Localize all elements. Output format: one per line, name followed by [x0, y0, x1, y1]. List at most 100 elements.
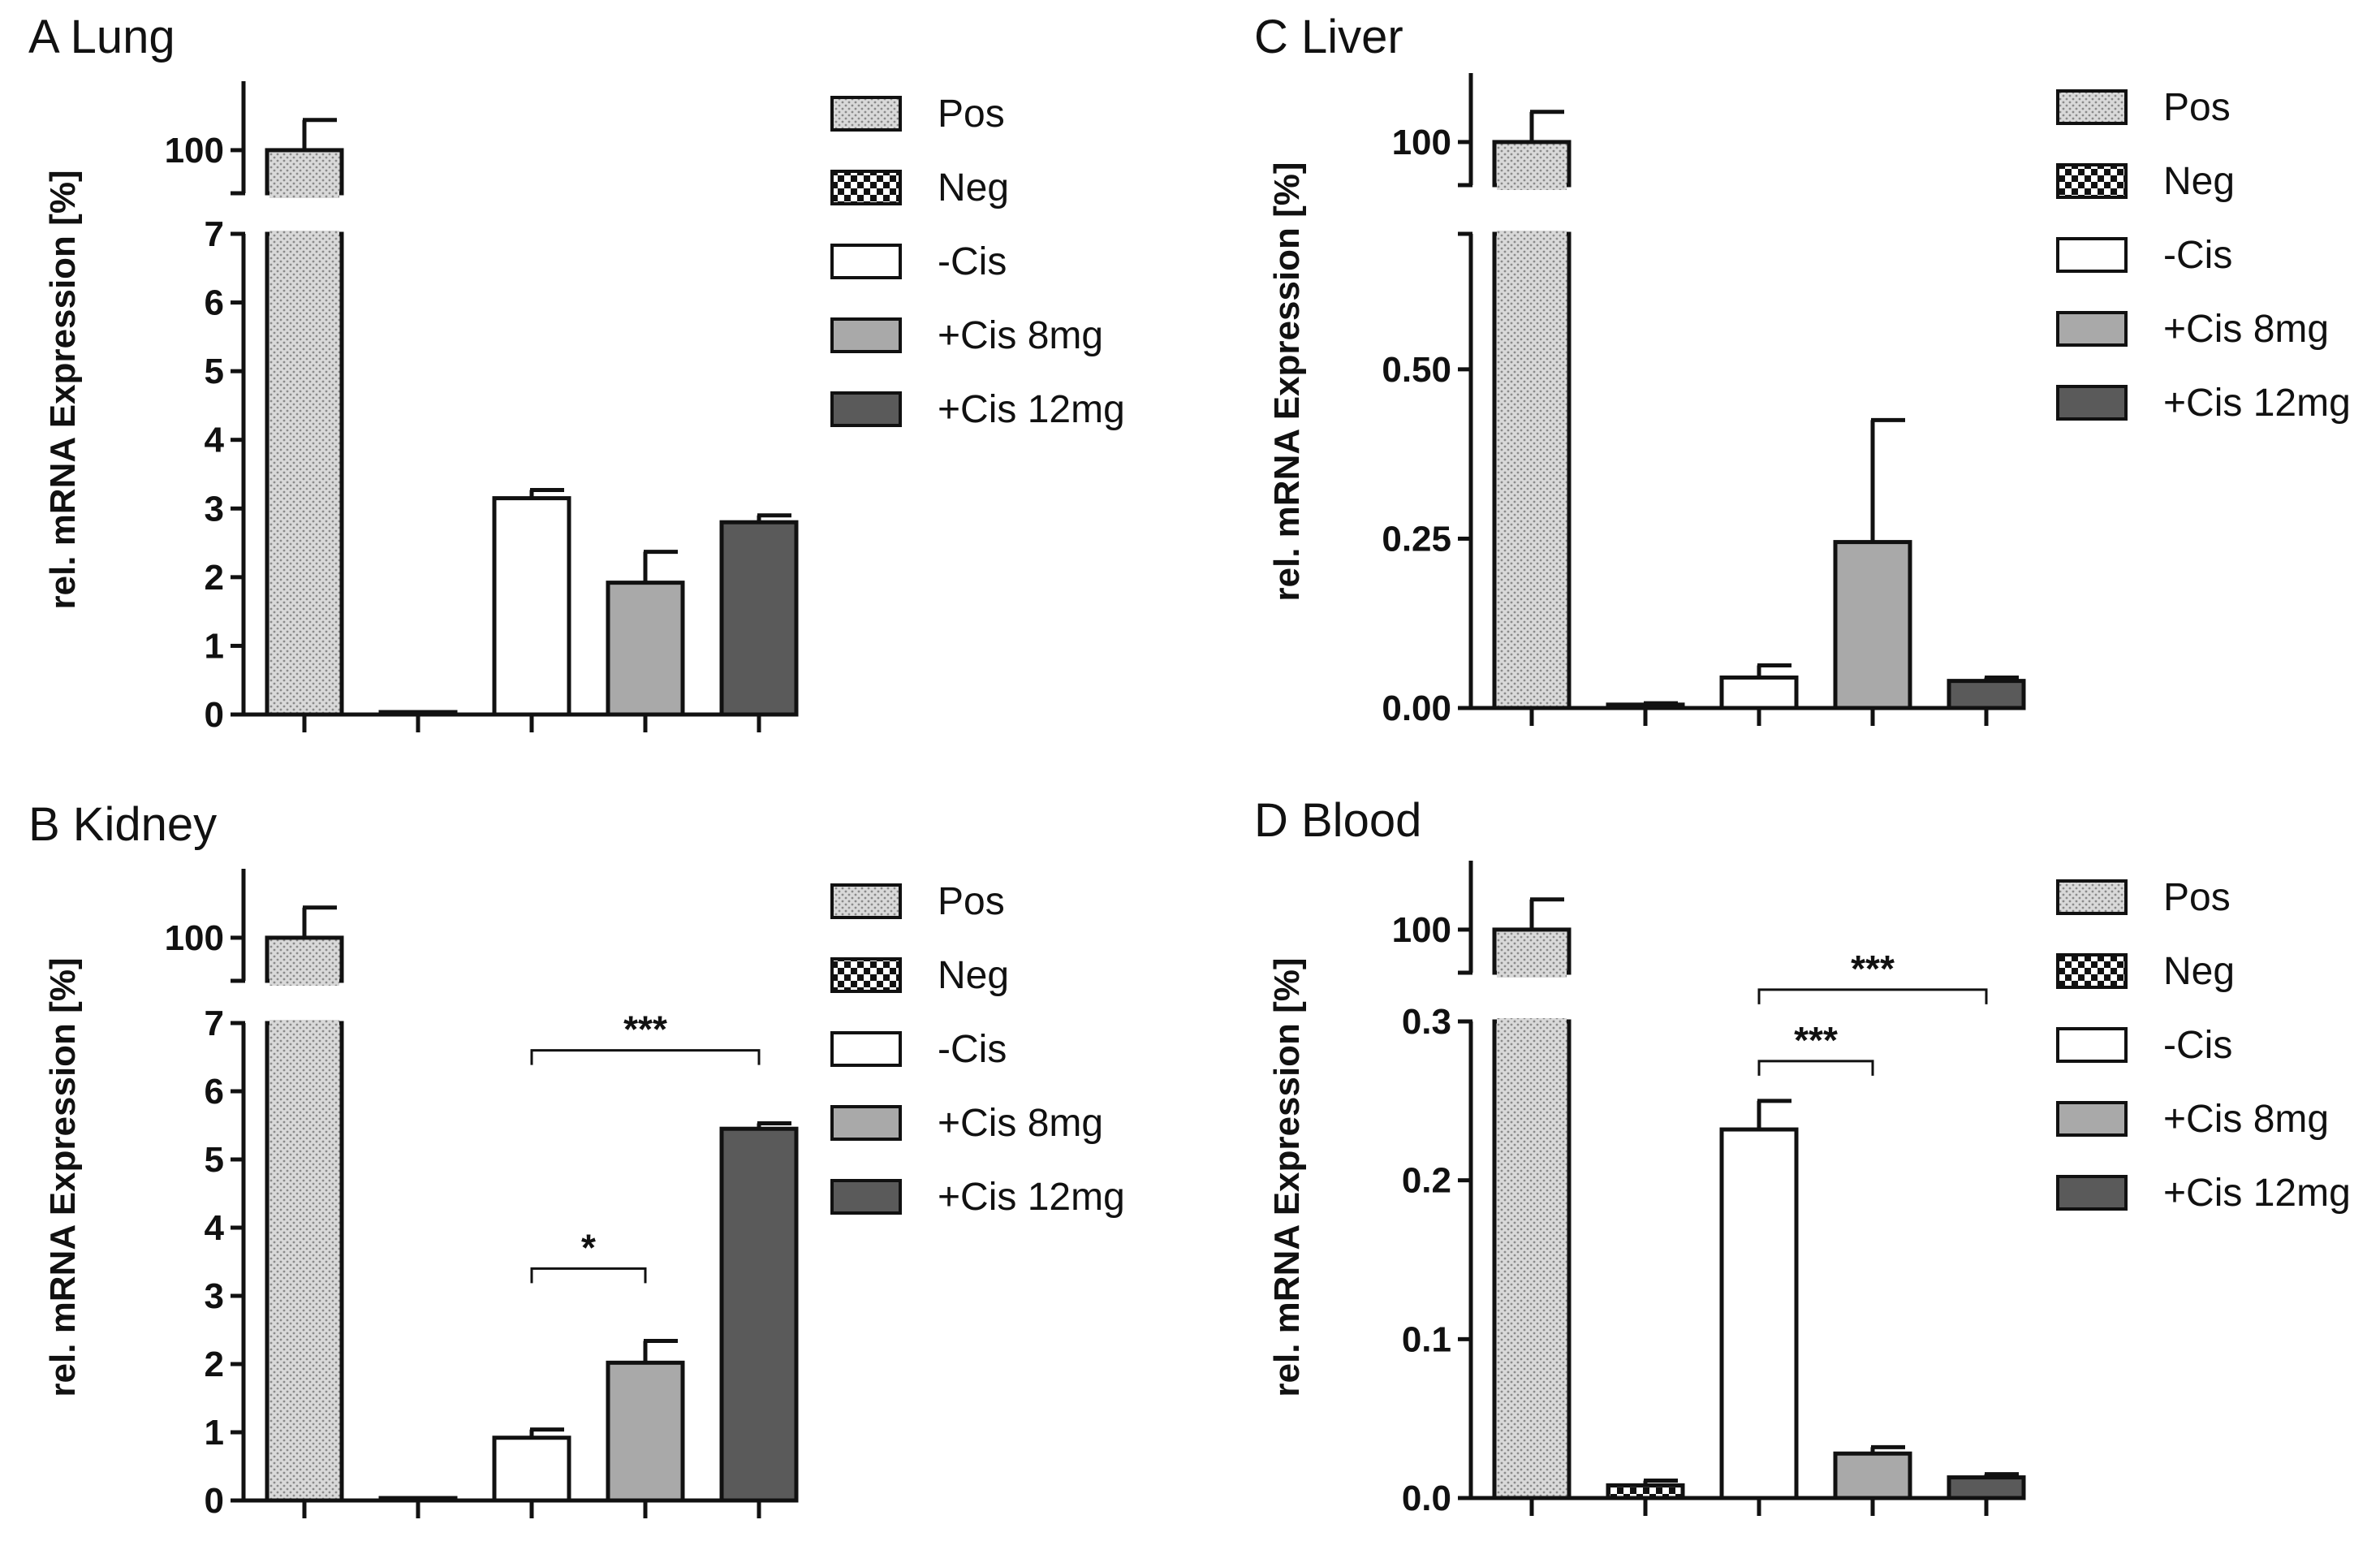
significance-label: * [581, 1226, 596, 1268]
legend-swatch [2058, 955, 2126, 987]
bar-neg [381, 712, 455, 715]
legend-label: Neg [938, 954, 1009, 997]
y-tick-label: 7 [205, 214, 224, 254]
significance-label: *** [1794, 1019, 1838, 1061]
y-tick-label: 7 [205, 1004, 224, 1043]
significance-bracket [1759, 1061, 1873, 1076]
bar-pos-upper [267, 938, 342, 981]
bar-break-gap [1497, 1018, 1567, 1026]
legend-swatch [2058, 1029, 2126, 1061]
y-axis-label: rel. mRNA Expression [%] [43, 170, 83, 609]
bar--cis-12mg [1949, 681, 2024, 708]
legend: Pos Neg -Cis +Cis 8mg +Cis 12mg [2058, 876, 2351, 1215]
y-tick-label: 0.2 [1402, 1161, 1451, 1201]
legend-swatch [832, 885, 900, 917]
y-axis-label: rel. mRNA Expression [%] [1267, 162, 1307, 601]
y-tick-label: 6 [205, 283, 224, 323]
legend-label: +Cis 8mg [938, 1102, 1103, 1145]
legend-label: -Cis [938, 1028, 1007, 1071]
chart-panel-d: D Blood rel. mRNA Expression [%] 100 0.0 0.1… [1254, 794, 2351, 1518]
y-tick-label: 2 [205, 1345, 224, 1384]
bar-pos-lower [267, 1023, 342, 1500]
legend-swatch [832, 959, 900, 991]
panel-title: B Kidney [28, 798, 217, 851]
legend-swatch [2058, 91, 2126, 123]
chart-panel-a: A Lung rel. mRNA Expression [%] 100 0 1 2 3 4 5 6… [28, 11, 1125, 735]
bar-pos-lower [1494, 234, 1569, 708]
legend-swatch [832, 1033, 900, 1065]
y-tick-label: 3 [205, 489, 224, 529]
legend-label: +Cis 12mg [938, 388, 1125, 431]
legend-label: Pos [2163, 876, 2231, 919]
legend-label: Neg [2163, 160, 2235, 203]
y-tick-label: 100 [1392, 123, 1451, 162]
y-tick-label: 100 [1392, 910, 1451, 950]
legend-swatch [2058, 165, 2126, 197]
chart-panel-c: C Liver rel. mRNA Expression [%] 100 0.00 0.… [1254, 11, 2351, 728]
legend-label: -Cis [938, 240, 1007, 283]
bar-break-gap [269, 1020, 339, 1028]
chart-panel-b: B Kidney rel. mRNA Expression [%] 100 0 1 2 3 4… [28, 798, 1125, 1521]
legend: Pos Neg -Cis +Cis 8mg +Cis 12mg [832, 880, 1125, 1219]
legend-label: Neg [2163, 950, 2235, 993]
y-tick-label: 0.50 [1382, 350, 1451, 390]
bar--cis [494, 1438, 569, 1500]
legend-swatch [2058, 881, 2126, 913]
figure-canvas: A Lungrel. mRNA Expression [%]1000123456… [0, 0, 2380, 1550]
significance-label: *** [1851, 948, 1895, 990]
bar-break-gap [269, 190, 339, 198]
bar-break-gap [1497, 969, 1567, 978]
y-tick-label: 3 [205, 1276, 224, 1316]
y-tick-label: 6 [205, 1072, 224, 1112]
legend-label: Pos [938, 93, 1005, 136]
y-tick-label: 0.0 [1402, 1479, 1451, 1518]
legend-swatch [2058, 386, 2126, 419]
legend-swatch [2058, 239, 2126, 271]
legend: Pos Neg -Cis +Cis 8mg +Cis 12mg [832, 93, 1125, 431]
legend-swatch [2058, 1103, 2126, 1135]
bar--cis-8mg [1835, 542, 1910, 708]
y-tick-label: 1 [205, 626, 224, 666]
significance-bracket [1759, 990, 1986, 1004]
bar--cis [1722, 1129, 1796, 1498]
legend-swatch [832, 171, 900, 204]
legend-label: -Cis [2163, 1024, 2232, 1067]
bar-break-gap [1497, 182, 1567, 190]
y-tick-label: 5 [205, 1140, 224, 1180]
legend-label: +Cis 12mg [938, 1176, 1125, 1219]
bar--cis-12mg [722, 1129, 796, 1500]
bar-break-gap [1497, 231, 1567, 239]
legend-label: +Cis 12mg [2163, 1172, 2351, 1215]
y-tick-label: 2 [205, 558, 224, 598]
legend-label: +Cis 8mg [2163, 308, 2329, 351]
panel-title: A Lung [28, 11, 175, 63]
y-tick-label: 100 [165, 918, 224, 958]
bar--cis [494, 499, 569, 715]
bar--cis-12mg [722, 522, 796, 715]
y-tick-label: 4 [205, 421, 225, 460]
bar--cis-8mg [608, 1362, 683, 1500]
legend-label: Neg [938, 166, 1009, 209]
legend-label: Pos [938, 880, 1005, 923]
panel-title: C Liver [1254, 11, 1403, 63]
legend-swatch [832, 1181, 900, 1213]
bar-break-gap [269, 231, 339, 239]
legend-swatch [2058, 1177, 2126, 1209]
bar-neg [1608, 1485, 1683, 1498]
legend-label: +Cis 8mg [2163, 1098, 2329, 1141]
y-axis-label: rel. mRNA Expression [%] [43, 957, 83, 1397]
y-tick-label: 0.25 [1382, 519, 1451, 559]
legend-swatch [832, 393, 900, 425]
y-tick-label: 1 [205, 1413, 224, 1453]
legend-label: -Cis [2163, 234, 2232, 277]
legend-swatch [832, 245, 900, 278]
y-tick-label: 5 [205, 352, 224, 391]
panel-title: D Blood [1254, 794, 1421, 847]
legend-swatch [832, 319, 900, 352]
bar--cis-8mg [1835, 1453, 1910, 1498]
y-tick-label: 0.3 [1402, 1002, 1451, 1042]
bar--cis-12mg [1949, 1478, 2024, 1498]
bar-pos-lower [267, 234, 342, 715]
legend-swatch [832, 97, 900, 130]
y-axis-label: rel. mRNA Expression [%] [1267, 957, 1307, 1397]
